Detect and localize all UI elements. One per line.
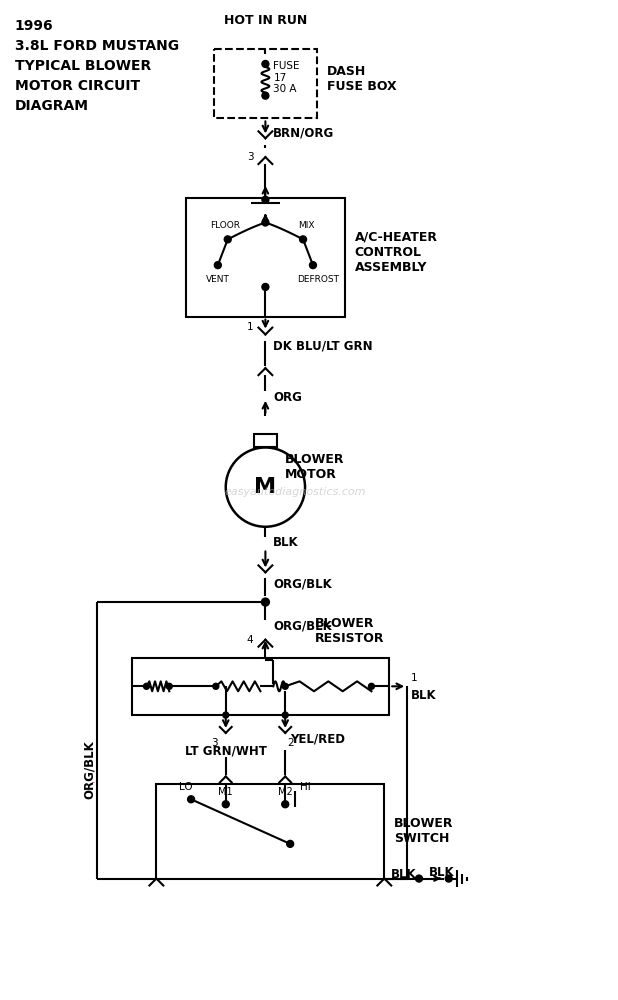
Text: BLK: BLK <box>411 689 437 702</box>
Circle shape <box>166 683 172 689</box>
Text: DK BLU/LT GRN: DK BLU/LT GRN <box>273 340 373 353</box>
Text: YEL/RED: YEL/RED <box>290 732 345 745</box>
Circle shape <box>368 683 375 689</box>
Text: DIAGRAM: DIAGRAM <box>15 99 88 113</box>
Circle shape <box>224 236 231 243</box>
Circle shape <box>222 712 229 718</box>
Circle shape <box>188 796 195 803</box>
Circle shape <box>214 262 221 269</box>
Text: M: M <box>255 477 276 497</box>
Text: HOT IN RUN: HOT IN RUN <box>224 14 307 27</box>
Text: 1996: 1996 <box>15 19 53 33</box>
Text: BLK: BLK <box>273 536 299 549</box>
Circle shape <box>262 92 269 99</box>
Circle shape <box>282 683 288 689</box>
Circle shape <box>300 236 307 243</box>
Circle shape <box>310 262 316 269</box>
Text: 3: 3 <box>211 738 218 748</box>
Circle shape <box>143 683 150 689</box>
Text: 3.8L FORD MUSTANG: 3.8L FORD MUSTANG <box>15 39 179 53</box>
Circle shape <box>262 283 269 290</box>
Text: ORG/BLK: ORG/BLK <box>82 740 96 799</box>
Text: MOTOR CIRCUIT: MOTOR CIRCUIT <box>15 79 140 93</box>
Circle shape <box>287 840 294 847</box>
Circle shape <box>445 875 452 882</box>
Circle shape <box>261 598 269 606</box>
Circle shape <box>415 875 423 882</box>
Circle shape <box>262 196 269 203</box>
Text: 1: 1 <box>247 322 253 332</box>
Text: VENT: VENT <box>206 275 230 284</box>
Text: ORG/BLK: ORG/BLK <box>273 578 332 591</box>
Text: ORG: ORG <box>273 391 302 404</box>
Circle shape <box>282 712 288 718</box>
Text: FUSE
17
30 A: FUSE 17 30 A <box>273 61 300 94</box>
Text: BLK: BLK <box>391 868 417 881</box>
Text: DEFROST: DEFROST <box>297 275 339 284</box>
Circle shape <box>213 683 219 689</box>
Text: BLOWER
RESISTOR: BLOWER RESISTOR <box>315 617 384 645</box>
Text: FLOOR: FLOOR <box>210 221 240 230</box>
Text: BLOWER
MOTOR: BLOWER MOTOR <box>286 453 345 481</box>
Text: easyautodiagnostics.com: easyautodiagnostics.com <box>224 487 366 497</box>
Text: 1: 1 <box>411 673 418 683</box>
Text: DASH
FUSE BOX: DASH FUSE BOX <box>327 65 397 93</box>
Text: M2: M2 <box>278 787 292 797</box>
Text: MIX: MIX <box>298 221 315 230</box>
Text: A/C-HEATER
CONTROL
ASSEMBLY: A/C-HEATER CONTROL ASSEMBLY <box>355 231 438 274</box>
Text: BLK: BLK <box>429 866 454 879</box>
Text: HI: HI <box>300 782 311 792</box>
Text: M1: M1 <box>218 787 233 797</box>
Circle shape <box>262 60 269 67</box>
Text: .: . <box>92 775 96 785</box>
Circle shape <box>282 801 289 808</box>
Text: TYPICAL BLOWER: TYPICAL BLOWER <box>15 59 151 73</box>
Text: LT GRN/WHT: LT GRN/WHT <box>185 744 267 757</box>
Text: 3: 3 <box>247 152 253 162</box>
Text: LO: LO <box>179 782 193 792</box>
Text: 2: 2 <box>287 738 294 748</box>
Text: BLOWER
SWITCH: BLOWER SWITCH <box>394 817 454 845</box>
Text: 4: 4 <box>247 635 253 645</box>
Circle shape <box>222 801 229 808</box>
Text: ORG/BLK: ORG/BLK <box>273 619 332 632</box>
Text: BRN/ORG: BRN/ORG <box>273 127 334 140</box>
Circle shape <box>262 219 269 226</box>
